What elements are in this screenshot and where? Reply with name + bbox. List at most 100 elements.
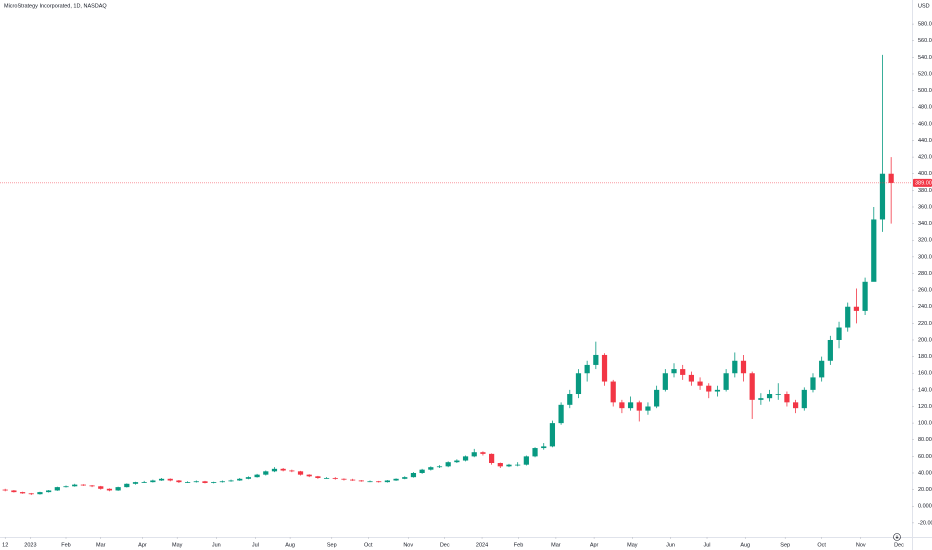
candle-body bbox=[306, 474, 312, 477]
candle-body bbox=[462, 456, 469, 461]
y-tick-label: 380.00 bbox=[918, 188, 932, 194]
x-tick-label: Sep bbox=[327, 542, 337, 548]
x-tick-label: May bbox=[172, 542, 183, 548]
candle-body bbox=[297, 471, 304, 475]
candle-body bbox=[358, 480, 364, 482]
candle-body bbox=[793, 402, 799, 409]
candle-body bbox=[680, 369, 686, 375]
candle-body bbox=[567, 394, 573, 405]
y-tick-label: 40.00 bbox=[918, 470, 932, 476]
y-tick-label: 60.00 bbox=[918, 454, 932, 460]
x-tick-label: 2023 bbox=[24, 542, 36, 548]
candle-body bbox=[827, 339, 833, 361]
candle-body bbox=[541, 446, 547, 449]
y-tick-label: 280.00 bbox=[918, 271, 932, 277]
candle-body bbox=[810, 377, 816, 390]
candle-body bbox=[410, 472, 417, 478]
candle-body bbox=[662, 373, 668, 390]
candle-body bbox=[237, 478, 243, 481]
y-tick-label: 540.00 bbox=[918, 55, 932, 61]
candle-body bbox=[289, 470, 295, 472]
candle-body bbox=[575, 373, 582, 395]
x-tick-label: Jul bbox=[252, 542, 259, 548]
candle-body bbox=[601, 354, 608, 382]
candle-body bbox=[176, 480, 182, 483]
candle-body bbox=[124, 483, 130, 488]
y-tick-label: 360.00 bbox=[918, 204, 932, 210]
candle-body bbox=[280, 468, 286, 471]
x-tick-label: Aug bbox=[285, 542, 295, 548]
candle-body bbox=[593, 354, 599, 365]
candle-body bbox=[332, 477, 338, 479]
candle-body bbox=[732, 360, 738, 374]
y-tick-label: 0.0000 bbox=[918, 504, 932, 510]
candle-body bbox=[871, 219, 877, 282]
y-tick-label: 240.00 bbox=[918, 304, 932, 310]
candle-body bbox=[202, 481, 208, 483]
candle-body bbox=[350, 479, 356, 481]
y-tick-label: 460.00 bbox=[918, 121, 932, 127]
y-tick-label: 340.00 bbox=[918, 221, 932, 227]
candle-body bbox=[645, 406, 651, 411]
candle-body bbox=[862, 281, 868, 311]
y-tick-label: 400.00 bbox=[918, 171, 932, 177]
x-tick-label: Sep bbox=[780, 542, 790, 548]
settings-icon[interactable] bbox=[893, 533, 901, 541]
candle-body bbox=[801, 389, 807, 409]
candle-body bbox=[619, 402, 625, 409]
candle-body bbox=[654, 389, 660, 407]
y-tick-label: 560.00 bbox=[918, 38, 932, 44]
candle-body bbox=[758, 398, 764, 400]
candle-body bbox=[706, 385, 712, 392]
candle-body bbox=[193, 481, 199, 483]
y-tick-label: 120.00 bbox=[918, 404, 932, 410]
candle-body bbox=[489, 453, 495, 464]
candle-body bbox=[271, 468, 278, 472]
candle-body bbox=[558, 404, 564, 424]
x-tick-label: Nov bbox=[403, 542, 413, 548]
candle-body bbox=[89, 485, 95, 487]
candle-body bbox=[523, 456, 529, 465]
x-tick-label: Mar bbox=[96, 542, 106, 548]
candle-body bbox=[115, 487, 121, 491]
candle-body bbox=[376, 481, 382, 483]
candle-body bbox=[836, 327, 842, 340]
candle-body bbox=[879, 173, 886, 220]
y-tick-label: 300.00 bbox=[918, 254, 932, 260]
last-price-label: 389.00 bbox=[915, 180, 932, 186]
candle-body bbox=[141, 482, 147, 483]
candle-body bbox=[819, 360, 825, 378]
candle-body bbox=[506, 464, 512, 467]
candle-body bbox=[367, 481, 373, 483]
candle-body bbox=[2, 489, 8, 491]
chart-title: MicroStrategy Incorporated, 1D, NASDAQ bbox=[4, 3, 107, 9]
x-tick-label: 12 bbox=[2, 542, 8, 548]
candle-body bbox=[636, 402, 642, 411]
settings-glyph bbox=[895, 535, 899, 539]
currency-label: USD bbox=[918, 3, 930, 9]
y-tick-label: 580.00 bbox=[918, 22, 932, 28]
candle-body bbox=[254, 474, 260, 478]
candle-body bbox=[219, 481, 225, 483]
candle-body bbox=[784, 394, 790, 403]
y-tick-label: 440.00 bbox=[918, 138, 932, 144]
y-tick-label: 200.00 bbox=[918, 337, 932, 343]
candle-body bbox=[28, 493, 34, 495]
candle-body bbox=[150, 480, 156, 483]
x-tick-label: Oct bbox=[364, 542, 373, 548]
candle-body bbox=[428, 467, 434, 470]
candle-body bbox=[402, 477, 408, 479]
candle-body bbox=[323, 477, 330, 479]
x-tick-label: Jun bbox=[212, 542, 221, 548]
candle-body bbox=[98, 486, 104, 489]
x-tick-label: Apr bbox=[590, 542, 599, 548]
x-tick-label: Feb bbox=[514, 542, 523, 548]
candle-body bbox=[19, 492, 26, 494]
candle-body bbox=[532, 448, 538, 457]
y-tick-label: 320.00 bbox=[918, 238, 932, 244]
candle-body bbox=[723, 373, 729, 390]
y-tick-label: 480.00 bbox=[918, 105, 932, 111]
x-tick-label: Feb bbox=[61, 542, 70, 548]
